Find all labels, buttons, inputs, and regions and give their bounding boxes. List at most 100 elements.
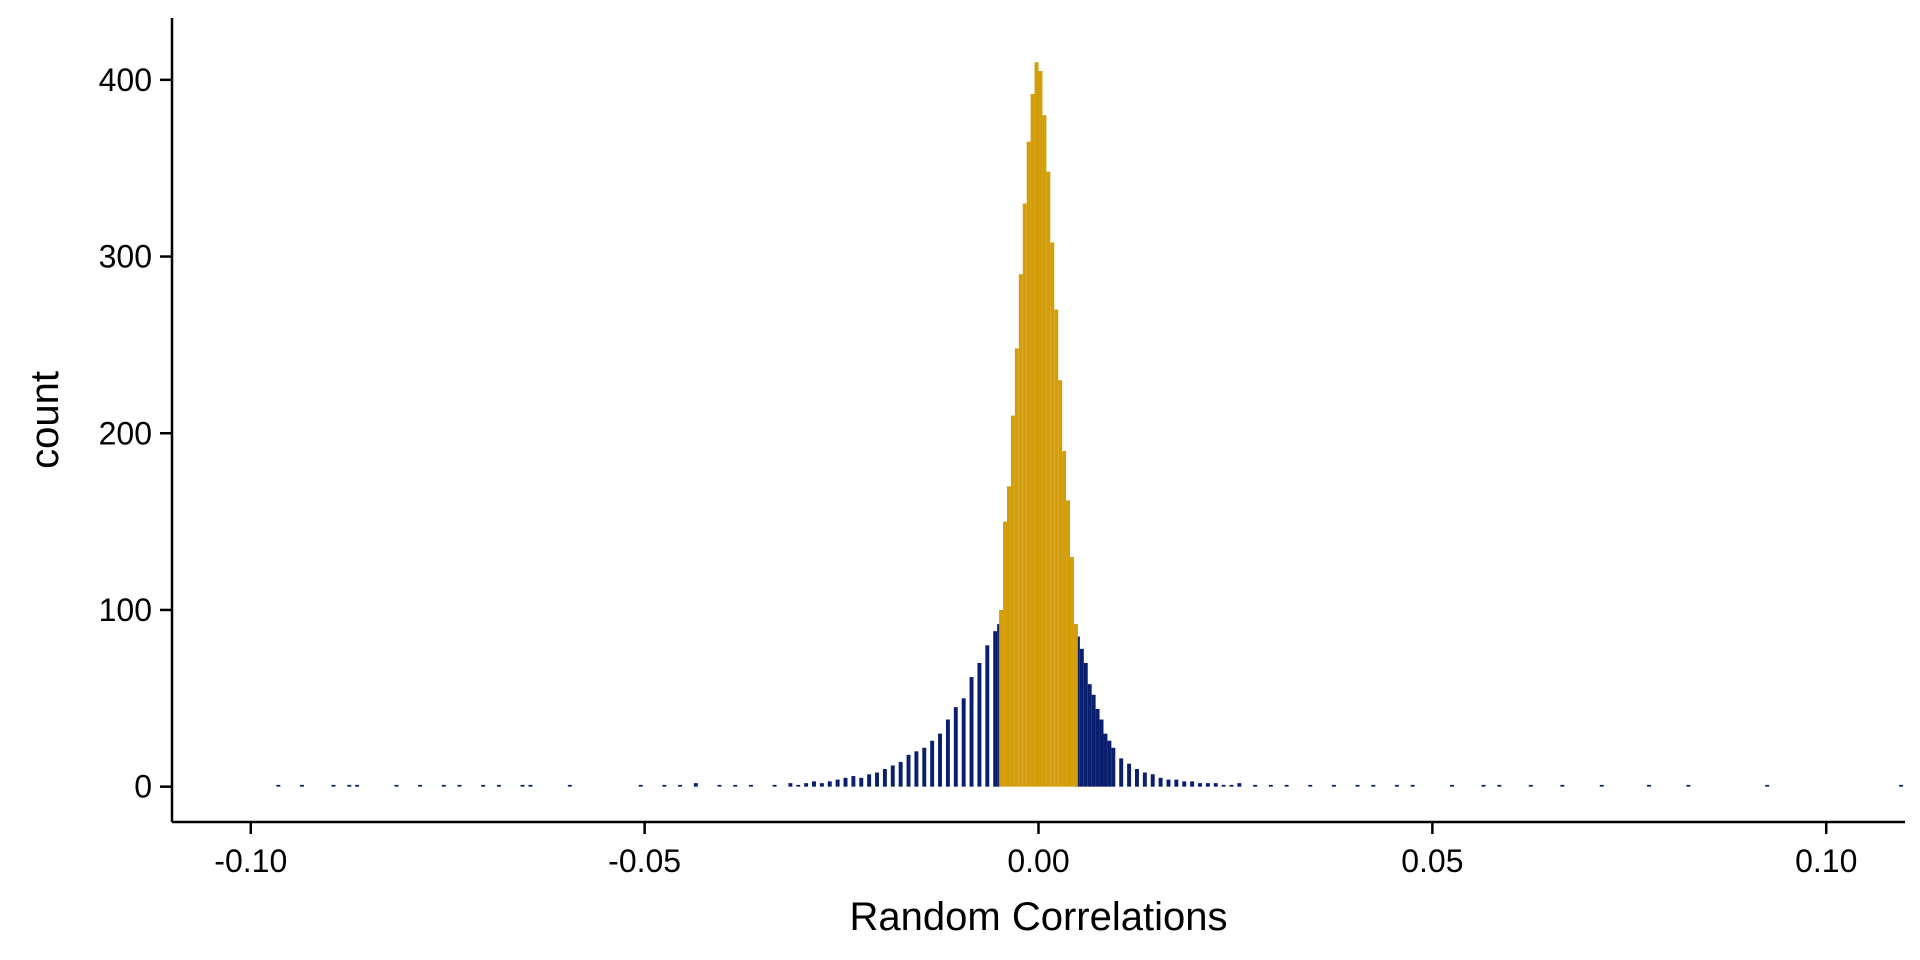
histogram-bar: [1268, 784, 1273, 787]
y-axis-title: count: [23, 371, 67, 469]
x-axis-ticks: -0.10 -0.05 0.00 0.05 0.10: [214, 822, 1857, 879]
histogram-bar: [1066, 500, 1071, 787]
histogram-bar: [906, 754, 911, 787]
histogram-bar: [1158, 777, 1163, 787]
histogram-bar: [1647, 784, 1651, 787]
histogram-bar: [1355, 784, 1360, 787]
histogram-bar: [1394, 784, 1399, 787]
histogram-bar: [1481, 784, 1486, 787]
histogram-bar: [898, 761, 903, 787]
histogram-bar: [1046, 171, 1051, 787]
histogram-bar: [1079, 648, 1084, 787]
histogram-bar: [1142, 772, 1147, 787]
histogram-bar: [1091, 694, 1096, 787]
histogram-bar: [1119, 758, 1124, 787]
histogram-bar: [749, 784, 753, 787]
histogram-bar: [1062, 450, 1067, 787]
histogram-bar: [276, 784, 281, 787]
histogram-bar: [930, 740, 935, 787]
histogram-bar: [1014, 348, 1019, 787]
histogram-bar: [1095, 708, 1100, 787]
histogram-bar: [567, 784, 572, 787]
histogram-bar: [1410, 784, 1415, 787]
histogram-bar: [528, 784, 533, 787]
histogram-bar: [1087, 684, 1092, 787]
histogram-bar: [1190, 781, 1195, 787]
histogram-bar: [1237, 783, 1242, 787]
histogram-bar: [1899, 784, 1904, 787]
histogram-bar: [890, 765, 895, 787]
histogram-bars: [276, 62, 1904, 787]
histogram-bar: [1050, 242, 1055, 787]
y-tick-label: 300: [99, 239, 152, 275]
histogram-bar: [331, 784, 336, 787]
histogram-bar: [1127, 763, 1132, 787]
histogram-bar: [1450, 784, 1455, 787]
histogram-bar: [1070, 556, 1074, 787]
histogram-bar: [993, 631, 998, 787]
histogram-bar: [938, 733, 942, 787]
histogram-bar: [985, 645, 990, 787]
x-tick-label: 0.10: [1795, 843, 1857, 879]
histogram-bar: [1182, 781, 1187, 787]
histogram-bar: [733, 784, 738, 787]
histogram-bar: [1083, 662, 1088, 787]
histogram-bar: [1205, 783, 1210, 787]
histogram-bar: [1198, 783, 1202, 787]
x-tick-label: -0.05: [608, 843, 681, 879]
histogram-bar: [945, 719, 950, 787]
histogram-bar: [1174, 779, 1179, 787]
histogram-bar: [1308, 784, 1313, 787]
histogram-bar: [788, 783, 793, 787]
histogram-bar: [1560, 784, 1565, 787]
x-axis-title: Random Correlations: [850, 895, 1228, 939]
histogram-bar: [418, 784, 423, 787]
histogram-bar: [1253, 784, 1258, 787]
histogram-bar: [953, 707, 958, 787]
histogram-bar: [638, 784, 643, 787]
histogram-bar: [1018, 274, 1023, 787]
y-tick-label: 400: [99, 62, 152, 98]
histogram-bar: [859, 777, 864, 787]
histogram-bar: [300, 784, 304, 787]
histogram-bar: [693, 783, 698, 787]
histogram-bar: [867, 774, 872, 787]
y-tick-label: 0: [134, 769, 152, 805]
histogram-bar: [1054, 309, 1059, 787]
histogram-bar: [875, 772, 879, 787]
histogram-bar: [1599, 784, 1604, 787]
histogram-bar: [347, 784, 352, 787]
histogram-bar: [835, 779, 840, 787]
y-axis-ticks: 0 100 200 300 400: [99, 62, 172, 805]
histogram-bar: [1075, 636, 1080, 787]
histogram-bar: [1034, 62, 1039, 787]
histogram-bar: [1103, 733, 1108, 787]
histogram-bar: [1042, 115, 1047, 787]
histogram-bar: [1229, 784, 1234, 787]
y-tick-label: 200: [99, 415, 152, 451]
histogram-bar: [1135, 768, 1139, 787]
histogram-bar: [1528, 784, 1533, 787]
histogram-bar: [1765, 784, 1770, 787]
histogram-bar: [1221, 784, 1226, 787]
histogram-bar: [1686, 784, 1691, 787]
histogram-bar: [1003, 521, 1007, 787]
x-tick-label: 0.00: [1007, 843, 1069, 879]
histogram-bar: [1022, 203, 1027, 787]
histogram-bar: [1030, 93, 1035, 787]
histogram-bar: [717, 784, 722, 787]
histogram-bar: [355, 784, 360, 787]
histogram-bar: [969, 677, 974, 787]
histogram-bar: [1073, 624, 1078, 787]
histogram-bar: [1010, 415, 1015, 787]
histogram-bar: [1058, 380, 1063, 787]
histogram-bar: [1111, 747, 1116, 787]
histogram-bar: [1331, 784, 1336, 787]
histogram-bar: [796, 784, 801, 787]
histogram-bar: [1284, 784, 1289, 787]
histogram-bar: [1038, 71, 1043, 787]
x-tick-label: 0.05: [1401, 843, 1463, 879]
histogram-bar: [1166, 779, 1171, 787]
histogram-bar: [812, 781, 816, 787]
